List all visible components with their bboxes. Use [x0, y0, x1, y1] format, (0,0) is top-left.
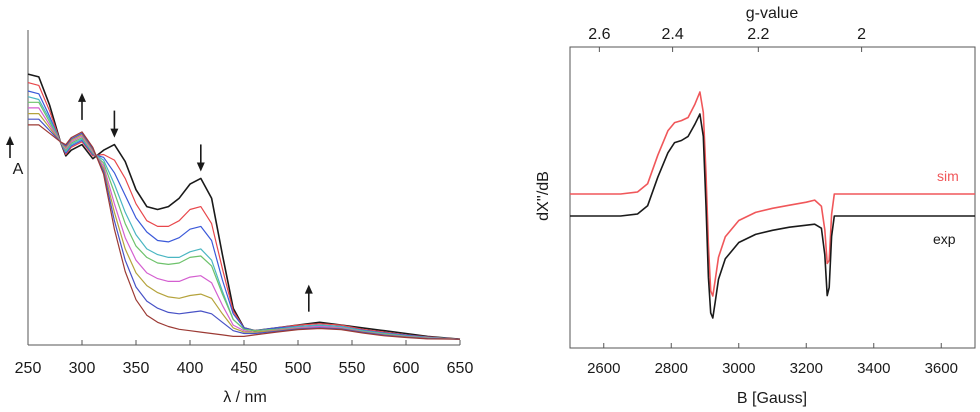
uv-arrow-down	[110, 110, 119, 138]
epr-series-lines	[570, 91, 975, 319]
epr-x-tick-label: 3400	[857, 360, 890, 377]
uv-y-axis-label: A	[13, 161, 24, 178]
epr-g-ticks: 2.6 2.4 2.2 2	[588, 26, 866, 52]
epr-x-tick-label: 2800	[655, 360, 688, 377]
uv-series-line-3	[27, 96, 461, 340]
uv-arrow-down	[196, 144, 205, 172]
epr-g-tick-label: 2.4	[661, 26, 683, 43]
epr-series-line-sim	[570, 91, 975, 297]
uv-x-tick-label: 350	[123, 360, 150, 377]
uv-series-line-4	[28, 101, 461, 340]
uv-x-tick-label: 550	[339, 360, 366, 377]
epr-x-axis-label: B [Gauss]	[737, 390, 807, 407]
epr-g-tick-label: 2.6	[588, 26, 610, 43]
uv-change-arrows	[78, 92, 313, 312]
epr-series-line-exp	[570, 113, 975, 319]
uv-series-lines	[27, 73, 461, 340]
epr-y-axis-label: dX''/dB	[535, 171, 552, 221]
epr-g-axis-label: g-value	[746, 5, 799, 22]
uv-series-line-8	[28, 124, 461, 340]
uv-arrow-up	[304, 284, 313, 312]
uv-x-ticks: 250 300 350 400 450 500 550 600 650	[15, 340, 474, 377]
uv-x-axis-label: λ / nm	[223, 389, 267, 406]
uv-x-tick-label: 400	[177, 360, 204, 377]
uv-arrow-up	[78, 92, 86, 120]
uv-series-line-5	[28, 107, 461, 340]
epr-x-tick-label: 3000	[722, 360, 755, 377]
uv-x-tick-label: 300	[69, 360, 96, 377]
uv-x-tick-label: 600	[393, 360, 420, 377]
epr-g-tick-label: 2.2	[747, 26, 769, 43]
epr-x-tick-label: 2600	[587, 360, 620, 377]
uv-series-line-2	[27, 90, 461, 340]
uv-x-tick-label: 500	[285, 360, 312, 377]
uv-x-tick-label: 450	[231, 360, 258, 377]
epr-g-tick-label: 2	[857, 26, 866, 43]
uv-y-axis-arrow	[6, 136, 14, 158]
uv-x-tick-label: 250	[15, 360, 42, 377]
epr-x-ticks: 2600 2800 3000 3200 3400 3600	[587, 343, 958, 377]
epr-plot-frame	[569, 46, 976, 349]
epr-x-tick-label: 3200	[790, 360, 823, 377]
uv-vis-chart: 250 300 350 400 450 500 550 600 650 λ / nm A	[6, 30, 473, 406]
uv-x-tick-label: 650	[447, 360, 474, 377]
legend-exp: exp	[933, 231, 956, 247]
legend-sim: sim	[937, 168, 959, 184]
uv-series-line-0	[27, 73, 461, 340]
uv-series-line-1	[27, 82, 461, 340]
epr-x-tick-label: 3600	[925, 360, 958, 377]
epr-chart: 2600 2800 3000 3200 3400 3600 2.6 2.4 2.2 2 B [G…	[535, 5, 976, 407]
